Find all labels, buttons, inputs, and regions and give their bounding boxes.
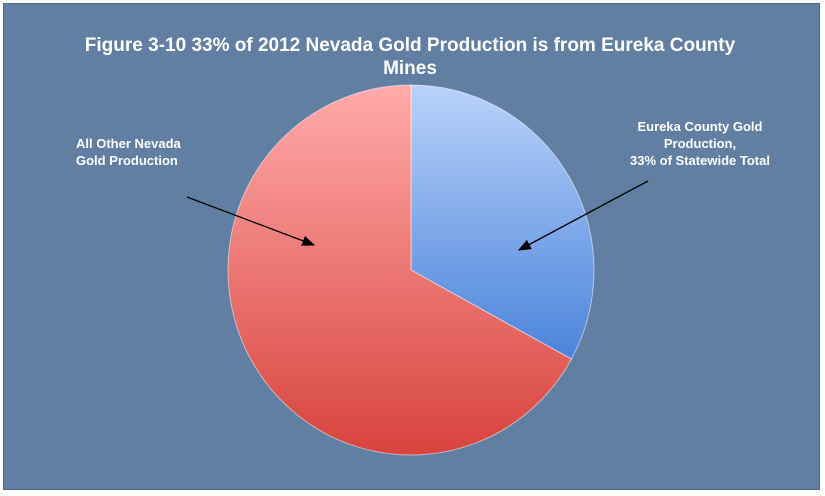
- chart-title: Figure 3-10 33% of 2012 Nevada Gold Prod…: [84, 35, 736, 79]
- pointer-arrow-other: [186, 196, 316, 246]
- pointer-arrow-eureka: [517, 180, 649, 251]
- slice-label-other-line-2: Gold Production: [76, 153, 178, 168]
- slice-label-eureka-line-3: 33% of Statewide Total: [630, 153, 770, 168]
- slice-label-eureka-line-1: Eureka County Gold: [637, 119, 763, 134]
- slice-label-other-line-1: All Other Nevada: [76, 136, 181, 151]
- pie-slice-other: [227, 84, 573, 456]
- slice-label-eureka-line-2: Production,: [663, 136, 737, 151]
- pie-slice-eureka: [410, 84, 595, 360]
- slice-label-other: All Other Nevada Gold Production: [76, 135, 181, 169]
- slice-label-eureka: Eureka County Gold Production, 33% of St…: [600, 118, 800, 169]
